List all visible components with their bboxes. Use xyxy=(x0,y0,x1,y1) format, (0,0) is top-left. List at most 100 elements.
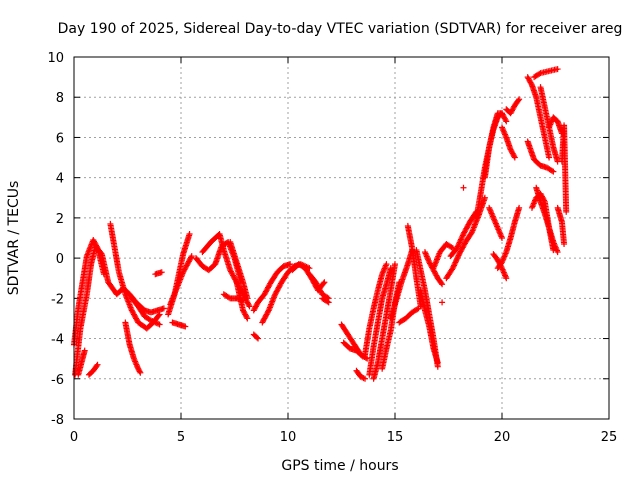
series-arc-05 xyxy=(107,220,163,332)
data-point xyxy=(460,184,467,191)
data-point xyxy=(158,269,165,276)
data-point xyxy=(549,167,556,174)
series-arc-31 xyxy=(387,247,416,322)
data-point xyxy=(468,230,475,237)
series-arc-36 xyxy=(430,241,456,272)
data-point xyxy=(246,303,253,310)
series-arc-55 xyxy=(554,204,568,248)
data-point xyxy=(502,117,509,124)
data-point xyxy=(155,312,162,319)
series-arc-26 xyxy=(353,367,369,382)
data-point xyxy=(554,249,561,256)
data-point xyxy=(503,118,510,125)
data-point xyxy=(515,97,522,104)
data-point xyxy=(93,362,100,369)
data-point xyxy=(499,235,505,241)
data-point xyxy=(392,261,398,268)
series-arc-29 xyxy=(370,261,398,382)
plot-frame xyxy=(73,56,610,420)
series-arc-18 xyxy=(250,331,262,342)
data-point xyxy=(414,306,421,313)
x-tick-label: 15 xyxy=(387,430,404,445)
y-tick-label: -8 xyxy=(51,413,64,428)
series-arc-54 xyxy=(528,190,557,254)
data-point xyxy=(383,261,390,268)
data-point xyxy=(362,375,369,382)
series-arc-03 xyxy=(75,347,88,378)
y-tick-label: -4 xyxy=(51,333,64,348)
data-point xyxy=(550,247,557,254)
data-point xyxy=(503,275,510,282)
data-point xyxy=(528,80,535,87)
data-point xyxy=(415,305,422,312)
series-arc-39 xyxy=(443,194,488,282)
axis-ticks xyxy=(73,56,610,420)
data-point xyxy=(94,361,101,368)
data-point xyxy=(362,354,369,361)
series-arc-28 xyxy=(366,265,394,378)
data-point xyxy=(137,369,144,376)
data-point xyxy=(325,299,332,306)
series-arc-01 xyxy=(72,243,127,378)
series-arc-47 xyxy=(499,124,518,161)
data-point xyxy=(188,253,195,260)
series-arc-11 xyxy=(167,253,195,308)
x-tick-label: 5 xyxy=(177,430,185,445)
data-point xyxy=(187,254,194,261)
data-point xyxy=(136,368,143,375)
data-points xyxy=(71,66,570,382)
series-arc-22 xyxy=(306,271,332,302)
series-arc-41 xyxy=(460,184,467,191)
series-arc-50 xyxy=(524,138,557,175)
series-arc-19 xyxy=(250,261,294,314)
series-arc-38 xyxy=(439,299,446,306)
data-point xyxy=(100,271,107,278)
data-point xyxy=(554,66,561,73)
series-arc-51 xyxy=(537,84,561,165)
series-arc-35 xyxy=(417,287,441,366)
data-point xyxy=(245,302,252,309)
series-arc-37 xyxy=(421,249,446,288)
data-point xyxy=(448,244,455,251)
data-point xyxy=(265,308,272,315)
data-point xyxy=(93,243,100,250)
data-point xyxy=(439,281,446,288)
y-axis-label: SDTVAR / TECUs xyxy=(6,181,22,296)
data-point xyxy=(511,153,518,160)
data-point xyxy=(81,347,88,354)
series-arc-48 xyxy=(503,96,523,117)
data-point xyxy=(434,359,441,366)
data-point xyxy=(511,154,518,161)
data-point xyxy=(546,154,553,161)
gridlines xyxy=(74,57,609,419)
series-arc-43 xyxy=(481,110,510,181)
series-arc-46 xyxy=(490,251,510,282)
data-point xyxy=(563,208,570,215)
data-point xyxy=(498,263,505,270)
data-point xyxy=(561,241,568,248)
data-point xyxy=(321,279,328,286)
data-point xyxy=(541,197,548,204)
data-point xyxy=(550,168,557,175)
x-tick-label: 25 xyxy=(601,430,618,445)
data-point xyxy=(255,335,262,342)
y-tick-label: 4 xyxy=(56,172,64,187)
series-arc-12 xyxy=(169,319,189,330)
data-point xyxy=(536,70,543,77)
data-point xyxy=(320,280,327,287)
y-tick-label: 6 xyxy=(56,131,64,146)
series-arc-49 xyxy=(524,74,553,161)
x-tick-label: 20 xyxy=(494,430,511,445)
y-tick-label: 8 xyxy=(56,91,64,106)
data-point xyxy=(516,204,523,211)
data-point xyxy=(439,299,446,306)
data-point xyxy=(516,96,523,103)
y-tick-label: -2 xyxy=(51,292,64,307)
y-tick-label: -6 xyxy=(51,373,64,388)
series-arc-16 xyxy=(227,239,251,302)
series-arc-17 xyxy=(233,279,251,322)
data-point xyxy=(287,261,294,268)
data-point xyxy=(186,230,193,237)
y-tick-label: 10 xyxy=(47,51,64,66)
